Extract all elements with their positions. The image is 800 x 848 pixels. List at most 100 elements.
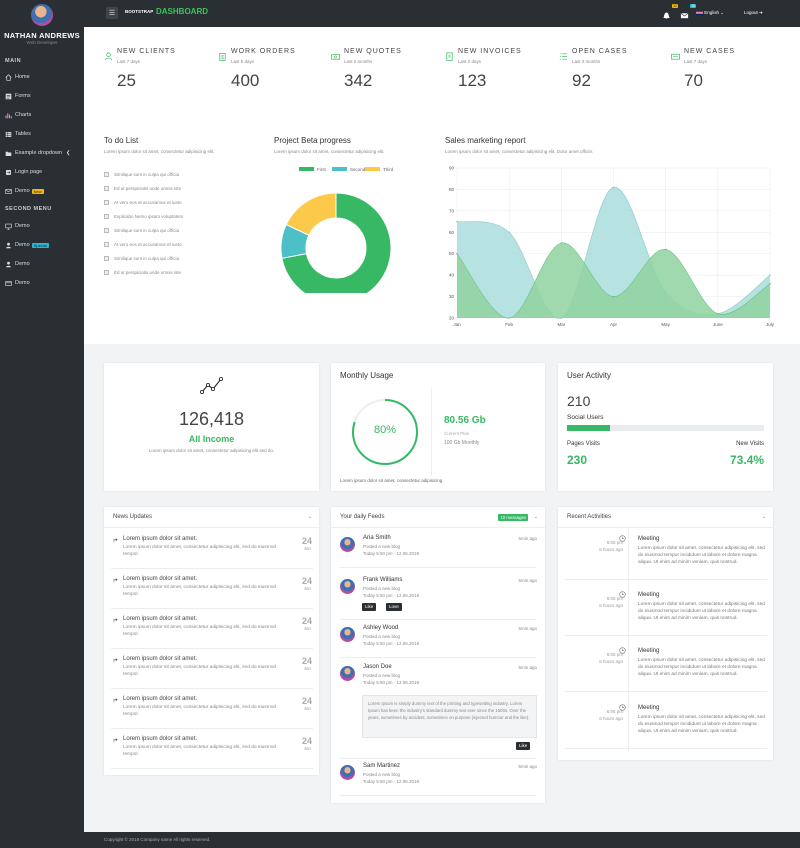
like-button[interactable]: Like xyxy=(516,742,531,750)
data-point[interactable] xyxy=(769,282,771,285)
clock-icon xyxy=(619,698,626,711)
todo-item[interactable]: Ed ut perspiciatis unde omnis iste xyxy=(104,186,181,191)
activity-title[interactable]: Meeting xyxy=(638,592,660,598)
activity-title[interactable]: Meeting xyxy=(638,705,660,711)
sidebar: NATHAN ANDREWS Web Developer MAIN Home F… xyxy=(0,0,84,848)
sidebar-item-home[interactable]: Home xyxy=(5,72,81,82)
divider xyxy=(565,579,767,580)
data-point[interactable] xyxy=(456,220,458,223)
sidebar-item-tables[interactable]: Tables xyxy=(5,129,81,139)
feed-name[interactable]: Jason Doe xyxy=(363,664,392,670)
footer: Copyright © 2019 Company name All rights… xyxy=(84,832,800,848)
sidebar-item-charts[interactable]: Charts xyxy=(5,110,81,120)
news-item[interactable]: Lorem ipsum dolor sit amet. Lorem ipsum d… xyxy=(111,529,313,569)
todo-checkbox[interactable] xyxy=(104,256,109,261)
todo-checkbox[interactable] xyxy=(104,172,109,177)
todo-item[interactable]: Similique sunt in culpa qui officia xyxy=(104,172,179,177)
love-button[interactable]: Love xyxy=(386,603,402,611)
sidebar-item-demo-3[interactable]: Demo Special xyxy=(5,240,81,250)
area-series xyxy=(457,242,770,319)
data-point[interactable] xyxy=(769,274,771,276)
stat-label: NEW QUOTES xyxy=(344,48,402,55)
x-tick-label: Feb xyxy=(505,322,513,327)
todo-item[interactable]: Similique sunt in culpa qui officia xyxy=(104,256,179,261)
todo-item[interactable]: Similique sunt in culpa qui officia xyxy=(104,228,179,233)
sidebar-item-demo-2[interactable]: Demo xyxy=(5,221,81,231)
donut-slice[interactable] xyxy=(281,192,392,293)
data-point[interactable] xyxy=(456,252,458,255)
todo-checkbox[interactable] xyxy=(104,242,109,247)
sidebar-item-login[interactable]: Login page xyxy=(5,167,81,177)
messages-badge: 10 messages xyxy=(498,514,528,521)
todo-checkbox[interactable] xyxy=(104,200,109,205)
data-point[interactable] xyxy=(560,242,563,244)
data-point[interactable] xyxy=(508,231,510,234)
language-label: English xyxy=(704,10,720,15)
sidebar-item-forms[interactable]: Forms xyxy=(5,91,81,101)
income-label: All Income xyxy=(188,434,235,444)
feed-name[interactable]: Aria Smith xyxy=(363,535,391,541)
news-item[interactable]: Lorem ipsum dolor sit amet. Lorem ipsum d… xyxy=(111,569,313,609)
activity-time: 6:05 pm xyxy=(606,540,623,545)
feed-name[interactable]: Frank Williams xyxy=(363,577,403,583)
data-point[interactable] xyxy=(612,186,615,189)
brand-prefix[interactable]: BOOTSTRAP xyxy=(125,9,154,14)
stat-value: 342 xyxy=(344,71,373,90)
trend-icon xyxy=(200,376,224,395)
legend-label: First xyxy=(317,167,326,172)
menu-toggle-button[interactable]: ☰ xyxy=(106,7,118,19)
logout-button[interactable]: Logout ➜ xyxy=(744,10,763,16)
avatar[interactable] xyxy=(340,627,355,642)
todo-checkbox[interactable] xyxy=(104,270,109,275)
chevron-down-icon[interactable]: ⌄ xyxy=(761,514,766,520)
usage-desc: Lorem ipsum dolor sit amet, consectetur … xyxy=(340,478,444,483)
feed-name[interactable]: Sam Martinez xyxy=(363,763,401,769)
sidebar-item-demo[interactable]: Demo New xyxy=(5,186,81,196)
like-button[interactable]: Like xyxy=(362,603,377,611)
donut-slice[interactable] xyxy=(285,192,337,236)
todo-checkbox[interactable] xyxy=(104,228,109,233)
news-day: 24 xyxy=(301,536,312,546)
avatar[interactable] xyxy=(31,4,53,26)
todo-item[interactable]: At vero eos et accusamus et iusto xyxy=(104,200,182,205)
data-point[interactable] xyxy=(717,312,719,315)
sidebar-item-label: Home xyxy=(15,74,30,80)
data-point[interactable] xyxy=(612,295,615,298)
sidebar-item-demo-4[interactable]: Demo xyxy=(5,259,81,269)
avatar[interactable] xyxy=(340,765,355,780)
data-point[interactable] xyxy=(664,248,667,251)
chevron-down-icon[interactable]: ⌄ xyxy=(307,514,312,520)
usage-title: Monthly Usage xyxy=(340,371,394,380)
divider xyxy=(340,657,536,658)
sidebar-item-dropdown[interactable]: Example dropdown ❮ xyxy=(5,148,81,158)
avatar[interactable] xyxy=(340,666,355,681)
todo-item[interactable]: Explicabo Nemo ipsam voluptatem xyxy=(104,214,183,219)
activity-title[interactable]: Meeting xyxy=(638,648,660,654)
chevron-down-icon[interactable]: ⌄ xyxy=(533,514,538,520)
news-item[interactable]: Lorem ipsum dolor sit amet. Lorem ipsum d… xyxy=(111,689,313,729)
todo-title: To do List xyxy=(104,136,139,145)
notification-button[interactable]: 12 xyxy=(662,4,678,19)
feed-name[interactable]: Ashley Wood xyxy=(363,625,399,631)
news-item[interactable]: Lorem ipsum dolor sit amet. Lorem ipsum d… xyxy=(111,649,313,689)
news-item[interactable]: Lorem ipsum dolor sit amet. Lorem ipsum d… xyxy=(111,609,313,649)
activity-ago: 6 hours ago xyxy=(599,603,623,608)
news-item[interactable]: Lorem ipsum dolor sit amet. Lorem ipsum d… xyxy=(111,729,313,769)
sidebar-item-demo-5[interactable]: Demo xyxy=(5,278,81,288)
brand-title[interactable]: DASHBOARD xyxy=(156,7,208,16)
stat-period: Last 7 days xyxy=(117,59,141,64)
todo-checkbox[interactable] xyxy=(104,186,109,191)
language-selector[interactable]: English ⌄ xyxy=(696,10,724,16)
activity-title[interactable]: Meeting xyxy=(638,536,660,542)
avatar[interactable] xyxy=(340,579,355,594)
todo-checkbox[interactable] xyxy=(104,214,109,219)
messages-button[interactable]: 10 xyxy=(680,4,696,19)
todo-item[interactable]: Ed ut perspiciatis unde omnis iste xyxy=(104,270,181,275)
news-desc: Lorem ipsum dolor sit amet, consectetur … xyxy=(123,585,277,597)
card-icon xyxy=(5,280,12,287)
table-icon xyxy=(5,131,12,138)
login-icon xyxy=(5,169,12,176)
avatar[interactable] xyxy=(340,537,355,552)
data-point[interactable] xyxy=(508,317,510,319)
todo-item[interactable]: At vero eos et accusamus et iusto xyxy=(104,242,182,247)
